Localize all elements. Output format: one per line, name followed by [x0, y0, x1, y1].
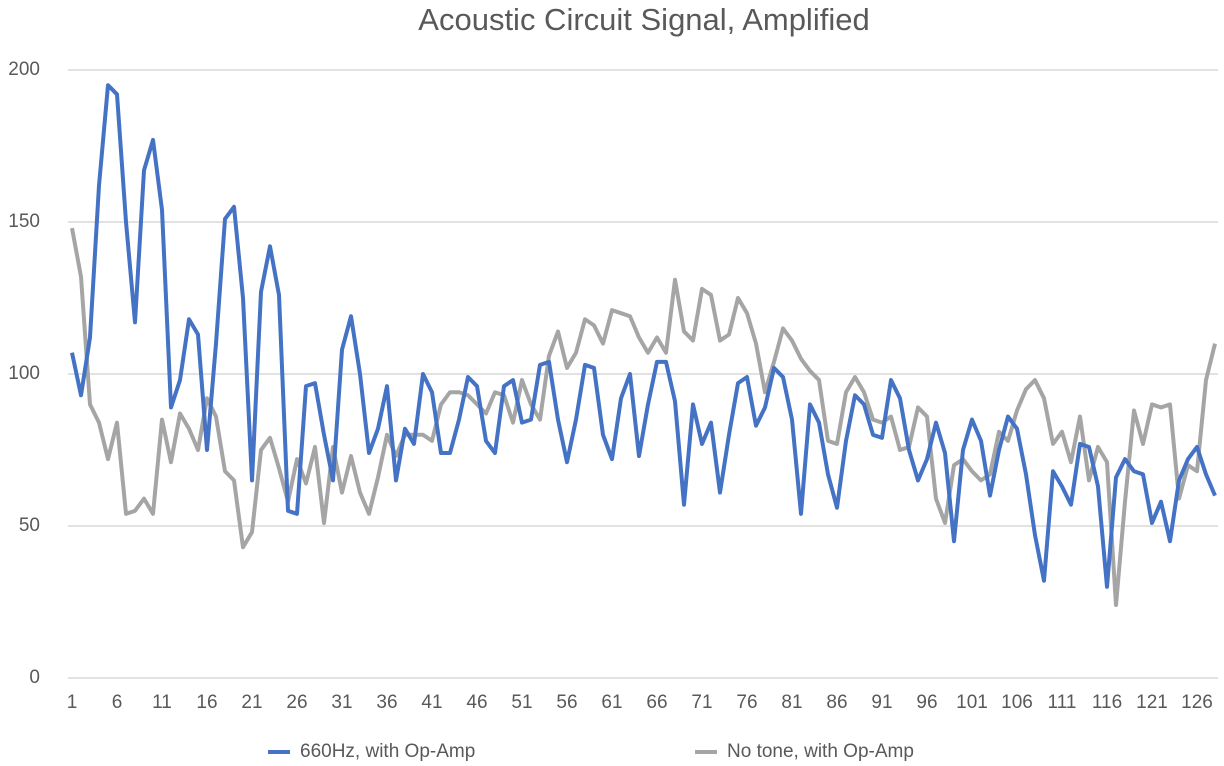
x-tick-label: 46	[466, 692, 487, 713]
x-tick-label: 56	[556, 692, 577, 713]
y-tick-label: 50	[19, 515, 40, 536]
x-tick-label: 81	[781, 692, 802, 713]
x-tick-label: 96	[916, 692, 937, 713]
legend-label: 660Hz, with Op-Amp	[300, 741, 475, 762]
y-tick-label: 0	[29, 667, 40, 688]
x-tick-label: 86	[826, 692, 847, 713]
x-tick-label: 61	[601, 692, 622, 713]
y-tick-label: 100	[8, 363, 40, 384]
series-line	[70, 227, 1217, 608]
x-tick-label: 106	[1001, 692, 1033, 713]
x-tick-label: 36	[376, 692, 397, 713]
x-tick-label: 1	[67, 692, 78, 713]
x-tick-label: 11	[152, 692, 172, 713]
x-tick-label: 66	[646, 692, 667, 713]
x-tick-label: 41	[421, 692, 442, 713]
chart-title: Acoustic Circuit Signal, Amplified	[418, 2, 869, 37]
x-tick-label: 71	[691, 692, 712, 713]
x-tick-label: 101	[956, 692, 988, 713]
x-tick-label: 51	[511, 692, 532, 713]
x-tick-label: 26	[286, 692, 307, 713]
x-tick-label: 121	[1136, 692, 1168, 713]
y-tick-label: 200	[8, 59, 40, 80]
x-tick-label: 116	[1092, 692, 1122, 713]
x-tick-label: 126	[1181, 692, 1213, 713]
y-tick-label: 150	[8, 211, 40, 232]
x-tick-label: 76	[736, 692, 757, 713]
legend-label: No tone, with Op-Amp	[727, 741, 914, 762]
series-line	[70, 83, 1217, 589]
x-tick-label: 6	[112, 692, 123, 713]
x-tick-label: 21	[241, 692, 262, 713]
x-tick-label: 31	[331, 692, 352, 713]
x-tick-label: 111	[1048, 692, 1077, 713]
x-tick-label: 16	[196, 692, 217, 713]
x-tick-label: 91	[871, 692, 892, 713]
